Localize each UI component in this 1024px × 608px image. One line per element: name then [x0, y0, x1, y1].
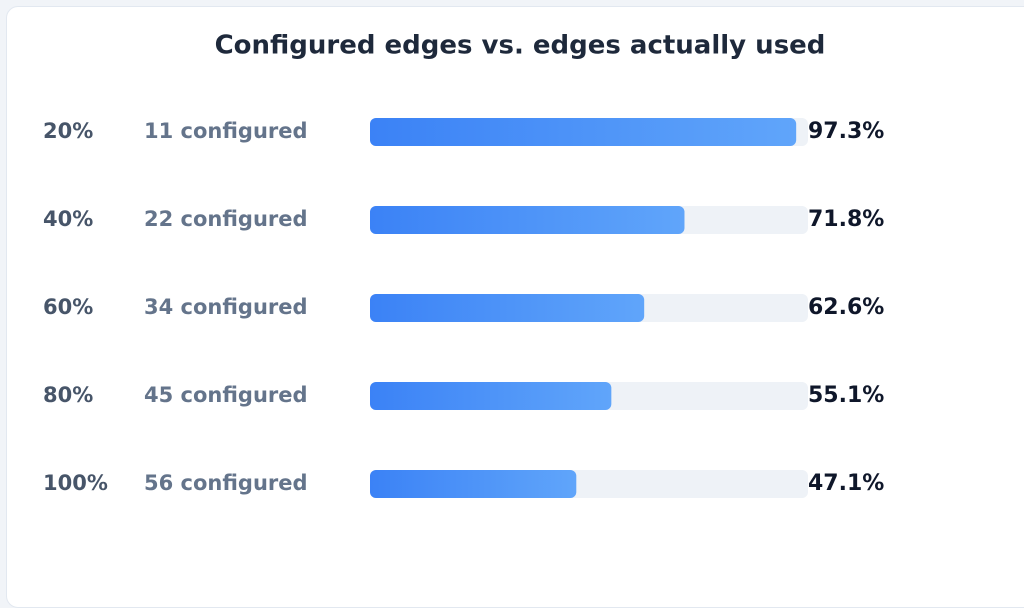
bar — [370, 118, 797, 146]
bar — [370, 470, 577, 498]
value-label: 97.3% — [808, 119, 884, 144]
chart-title: Configured edges vs. edges actually used — [215, 31, 826, 61]
bar — [370, 206, 685, 234]
value-label: 62.6% — [808, 295, 884, 320]
row-label: 100% — [43, 471, 108, 495]
row-sublabel: 56 configured — [144, 471, 308, 495]
row-label: 60% — [43, 295, 93, 319]
row-sublabel: 45 configured — [144, 383, 308, 407]
row-sublabel: 11 configured — [144, 119, 308, 143]
value-label: 55.1% — [808, 383, 884, 408]
value-label: 47.1% — [808, 471, 884, 496]
value-label: 71.8% — [808, 207, 884, 232]
row-label: 80% — [43, 383, 93, 407]
page: Configured edges vs. edges actually used… — [6, 6, 1024, 608]
bar — [370, 294, 645, 322]
chart: Configured edges vs. edges actually used… — [43, 31, 884, 498]
row-label: 20% — [43, 119, 93, 143]
row-sublabel: 22 configured — [144, 207, 308, 231]
row-label: 40% — [43, 207, 93, 231]
bar — [370, 382, 612, 410]
row-sublabel: 34 configured — [144, 295, 308, 319]
